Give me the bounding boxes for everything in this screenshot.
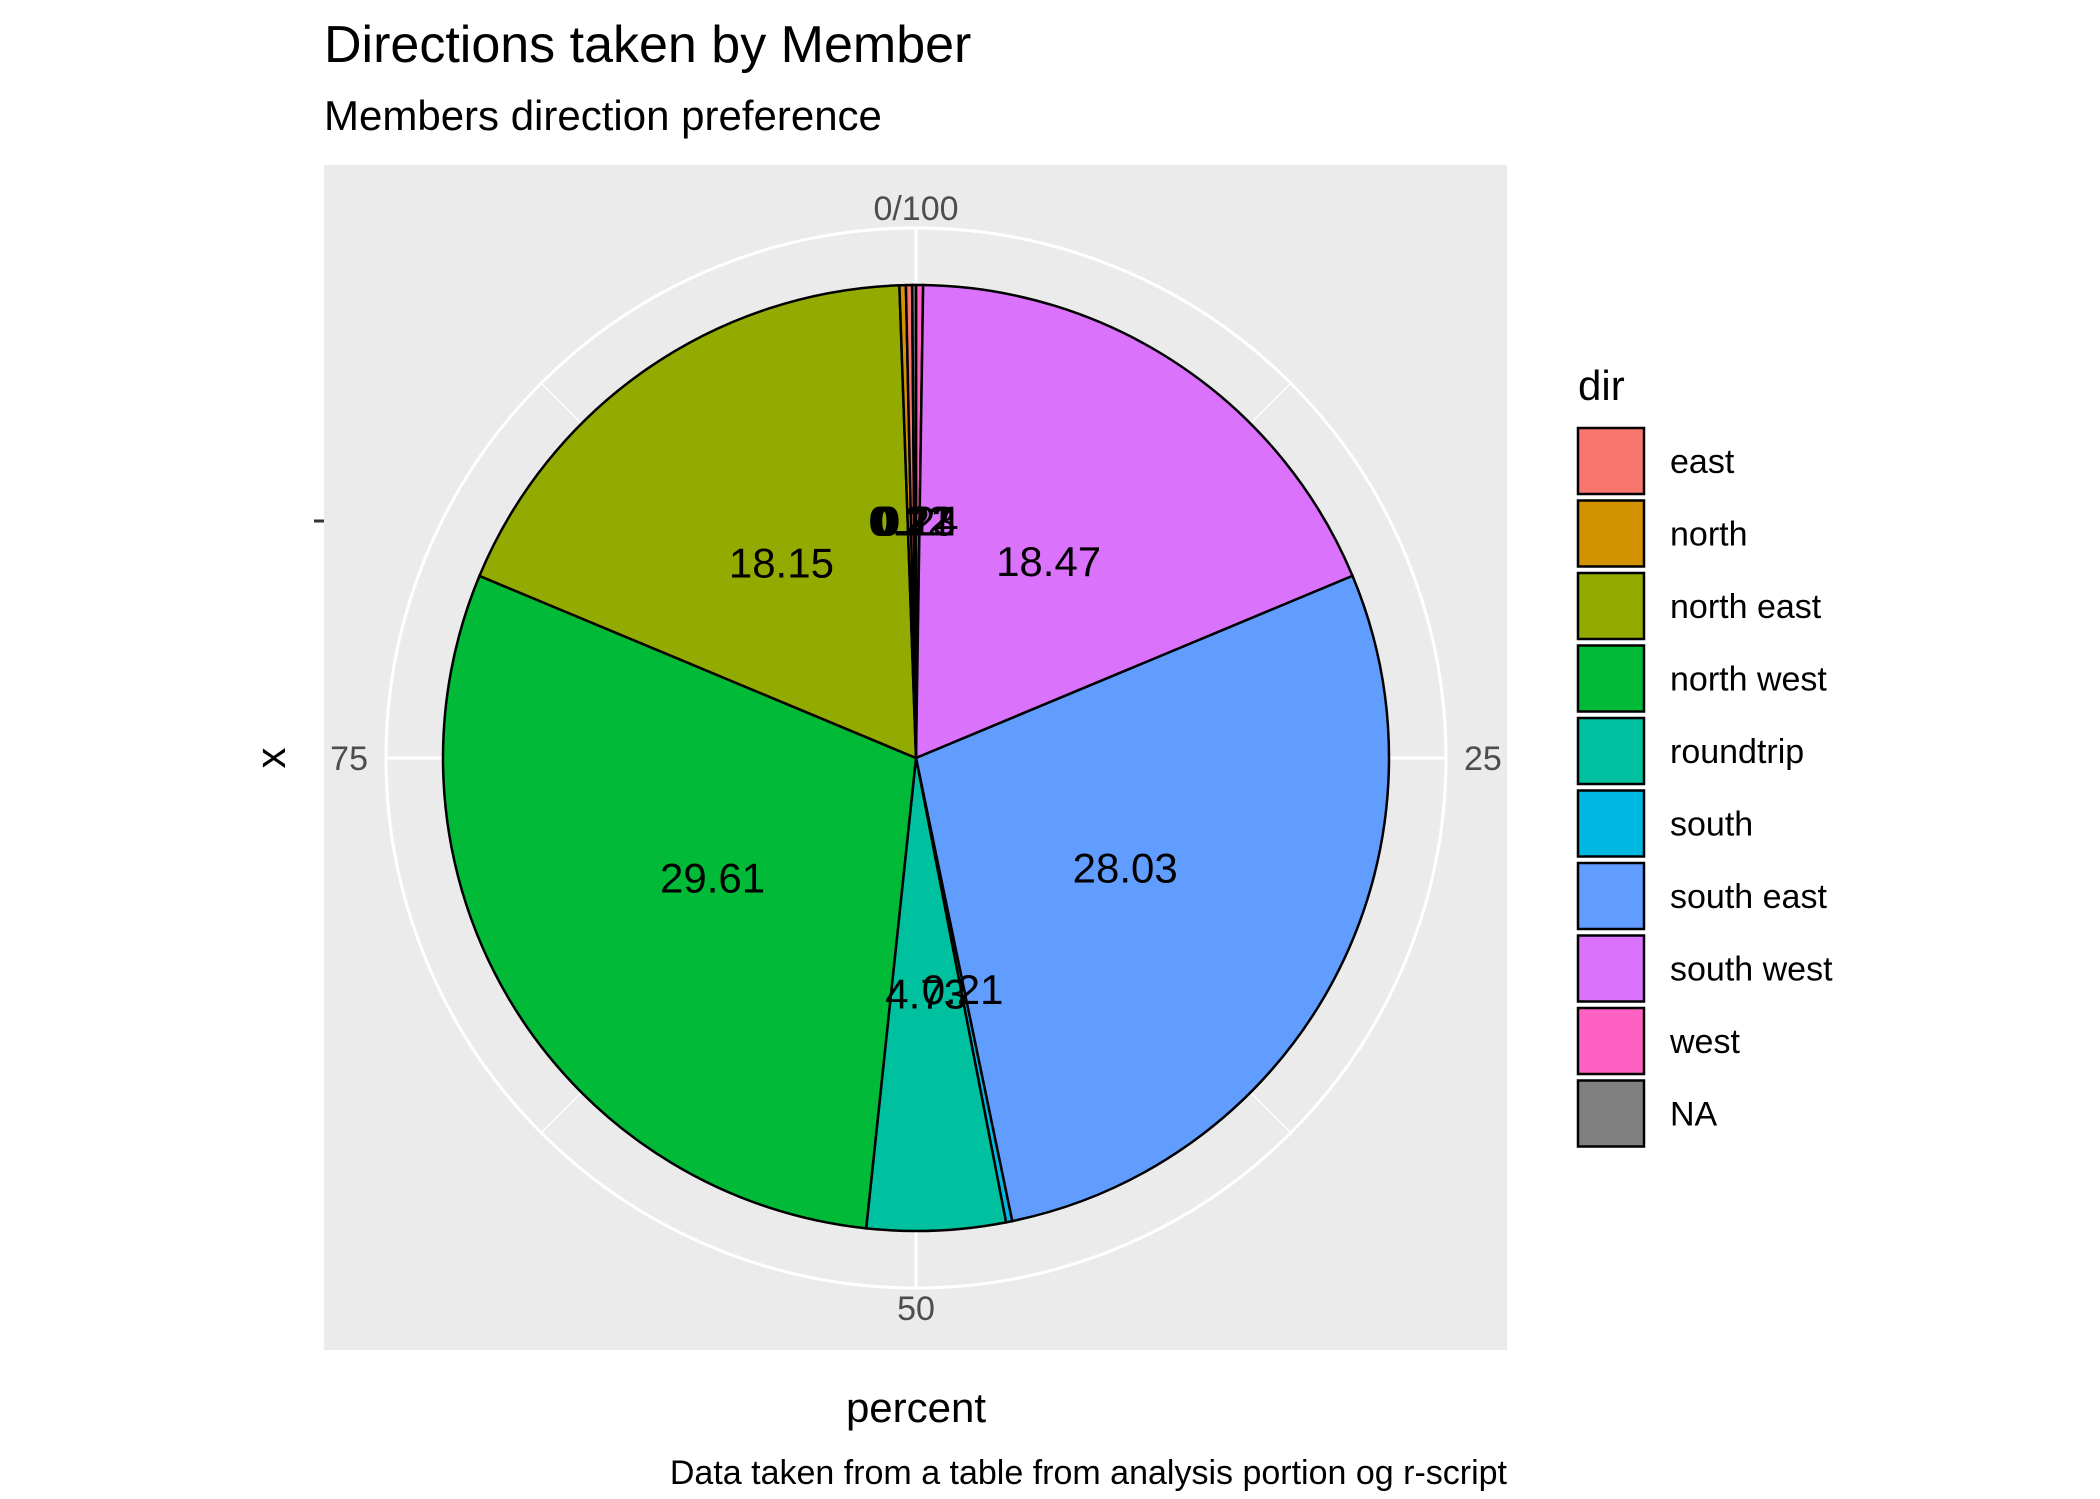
legend-key-south: [1576, 789, 1646, 858]
slice-north-west: [441, 574, 918, 1230]
pie-slices: [441, 283, 1391, 1233]
chart-subtitle: Members direction preference: [324, 92, 882, 139]
slice-label-north: 0.22: [868, 498, 950, 545]
slice-label-south-west: 18.47: [996, 538, 1101, 585]
legend-label-west: west: [1669, 1023, 1740, 1061]
legend: east north north east north west roundtrip so…: [1576, 426, 1833, 1148]
legend-label-north-west: north west: [1670, 661, 1827, 699]
legend-label-north-east: north east: [1670, 588, 1822, 626]
slice-north-east: [477, 283, 918, 760]
theta-tick-label-1: 25: [1464, 740, 1502, 778]
legend-key-south-west: [1576, 934, 1646, 1003]
slice-label-north-east: 18.15: [729, 540, 834, 587]
legend-key-na: [1576, 1079, 1646, 1148]
chart-title: Directions taken by Member: [324, 16, 971, 74]
y-axis-title: x: [247, 748, 294, 769]
legend-label-north: north: [1670, 516, 1748, 554]
slice-south-west: [914, 283, 1355, 760]
slice-south-east: [914, 574, 1391, 1223]
slice-na: [910, 283, 918, 759]
slice-label-roundtrip: 4.73: [885, 970, 967, 1017]
legend-key-east: [1576, 426, 1646, 496]
legend-key-north-east: [1576, 571, 1646, 641]
x-axis-title: percent: [846, 1384, 986, 1431]
legend-label-roundtrip: roundtrip: [1670, 733, 1804, 771]
slice-label-na: 0.13: [874, 498, 956, 545]
slice-label-east: 0.21: [872, 498, 954, 545]
chart-caption: Data taken from a table from analysis po…: [670, 1454, 1508, 1492]
legend-label-south: south: [1670, 806, 1753, 844]
theta-tick-label-3: 75: [330, 740, 368, 778]
legend-key-north-west: [1576, 644, 1646, 713]
legend-key-roundtrip: [1576, 716, 1646, 786]
legend-label-na: NA: [1670, 1096, 1718, 1134]
theta-tick-label-2: 50: [897, 1290, 935, 1328]
legend-key-north: [1576, 499, 1646, 568]
legend-label-east: east: [1670, 443, 1735, 481]
legend-key-south-east: [1576, 861, 1646, 931]
theta-tick-label-0: 0/100: [873, 190, 958, 228]
legend-key-west: [1576, 1006, 1646, 1076]
slice-label-south: 0.21: [922, 966, 1004, 1013]
theta-ticks: 0/100 25 50 75: [330, 190, 1502, 1328]
slice-label-north-west: 29.61: [660, 855, 765, 902]
legend-title: dir: [1578, 362, 1625, 409]
slice-label-south-east: 28.03: [1073, 844, 1178, 891]
slice-label-west: 0.24: [877, 498, 959, 545]
legend-label-south-west: south west: [1670, 951, 1833, 989]
slice-labels: 0.2418.4728.030.214.7329.6118.150.220.21…: [660, 498, 1178, 1018]
legend-label-south-east: south east: [1670, 878, 1827, 916]
